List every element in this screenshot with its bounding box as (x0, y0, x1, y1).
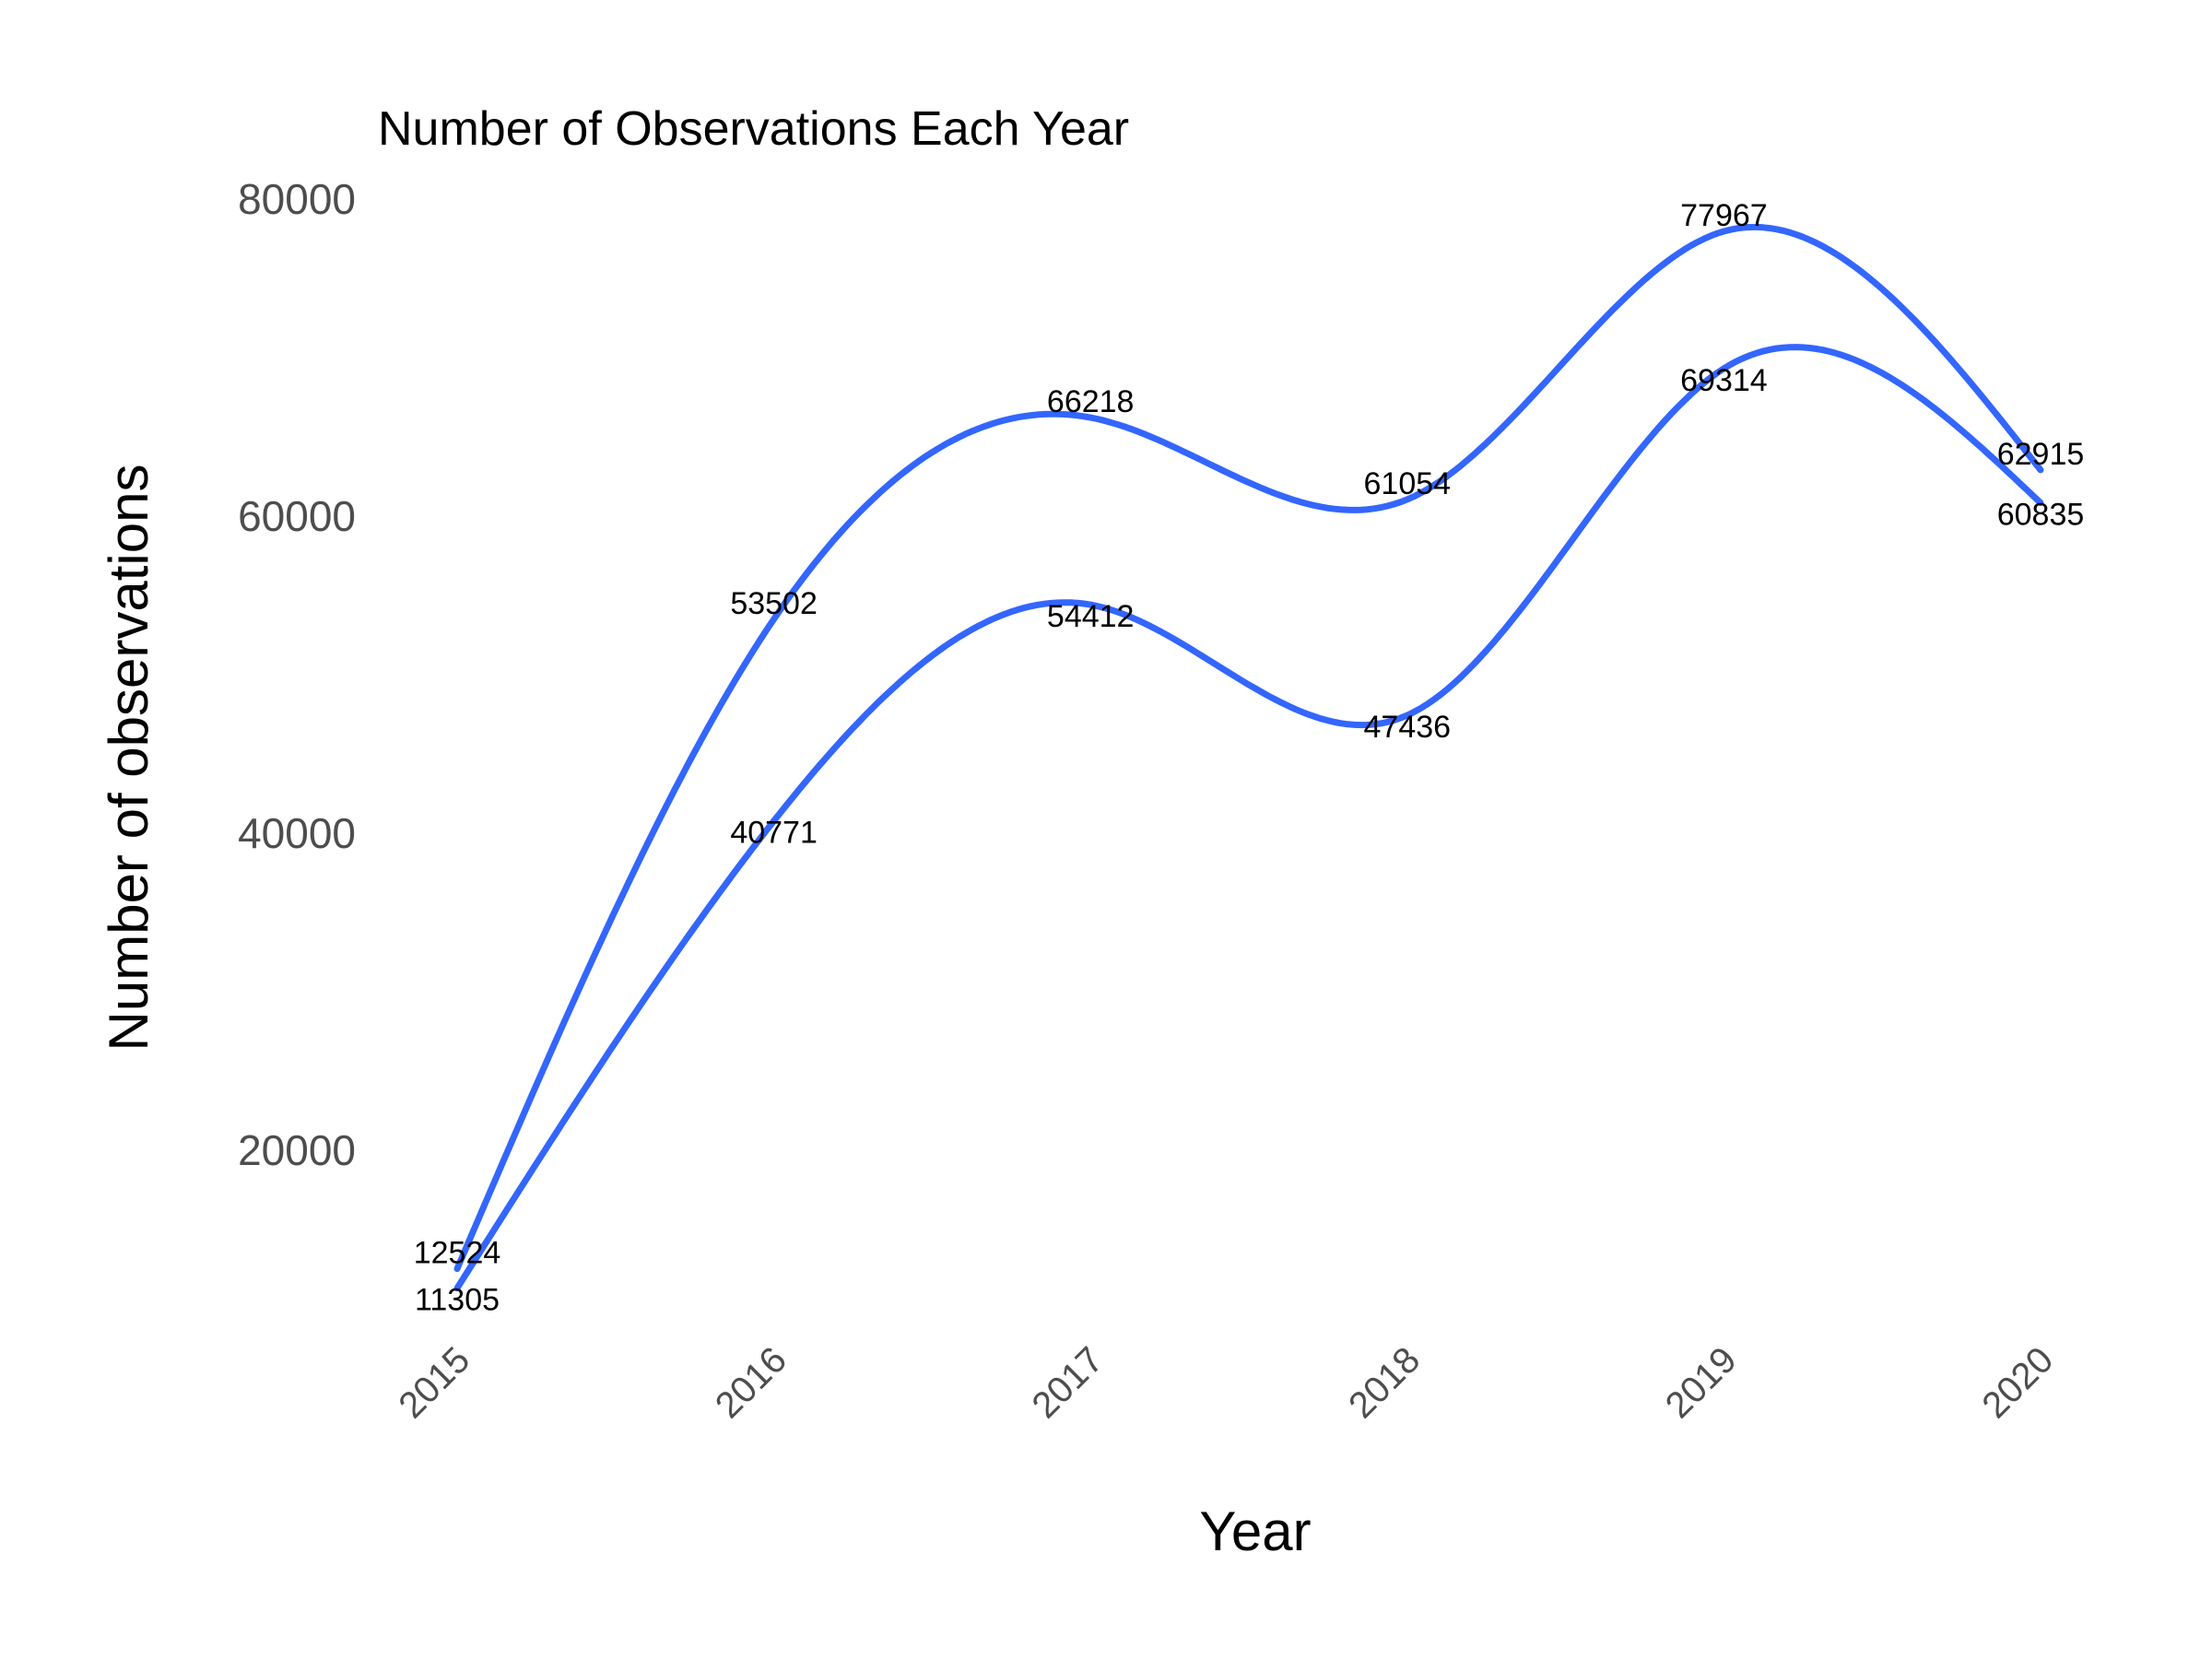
data-label: 54412 (1047, 599, 1135, 634)
x-tick-label: 2016 (708, 1339, 794, 1426)
data-label: 47436 (1364, 710, 1452, 745)
series-line-1 (453, 223, 2044, 1273)
data-label: 61054 (1364, 466, 1452, 501)
data-label: 60835 (1997, 498, 2085, 533)
x-tick-label: 2017 (1025, 1339, 1112, 1426)
data-label: 53502 (730, 586, 818, 621)
x-tick-label: 2018 (1341, 1339, 1428, 1426)
data-label: 11305 (415, 1283, 500, 1318)
data-label: 62915 (1997, 437, 2085, 472)
series-layer (453, 223, 2044, 1292)
x-tick-label: 2019 (1658, 1339, 1745, 1426)
series-line-2 (453, 344, 2044, 1292)
x-tick-label: 2020 (1974, 1339, 2061, 1426)
y-tick-label: 20000 (238, 1126, 356, 1174)
y-axis-title: Number of observations (98, 465, 159, 1052)
chart-title: Number of Observations Each Year (378, 102, 1129, 156)
y-tick-label: 80000 (238, 175, 356, 223)
x-tick-label: 2015 (391, 1339, 477, 1426)
data-label: 66218 (1047, 384, 1135, 419)
data-label-layer: 12524 53502 66218 61054 77967 62915 11305 40771… (414, 198, 2085, 1318)
data-label: 40771 (730, 816, 818, 851)
y-tick-label: 40000 (238, 809, 356, 857)
data-label: 12524 (414, 1236, 501, 1271)
data-label: 69314 (1680, 363, 1768, 398)
x-axis-title: Year (1199, 1500, 1311, 1562)
data-label: 77967 (1680, 198, 1768, 233)
y-axis: 20000 40000 60000 80000 (238, 175, 356, 1174)
y-tick-label: 60000 (238, 492, 356, 540)
x-axis: 2015 2016 2017 2018 2019 2020 (391, 1339, 2061, 1426)
